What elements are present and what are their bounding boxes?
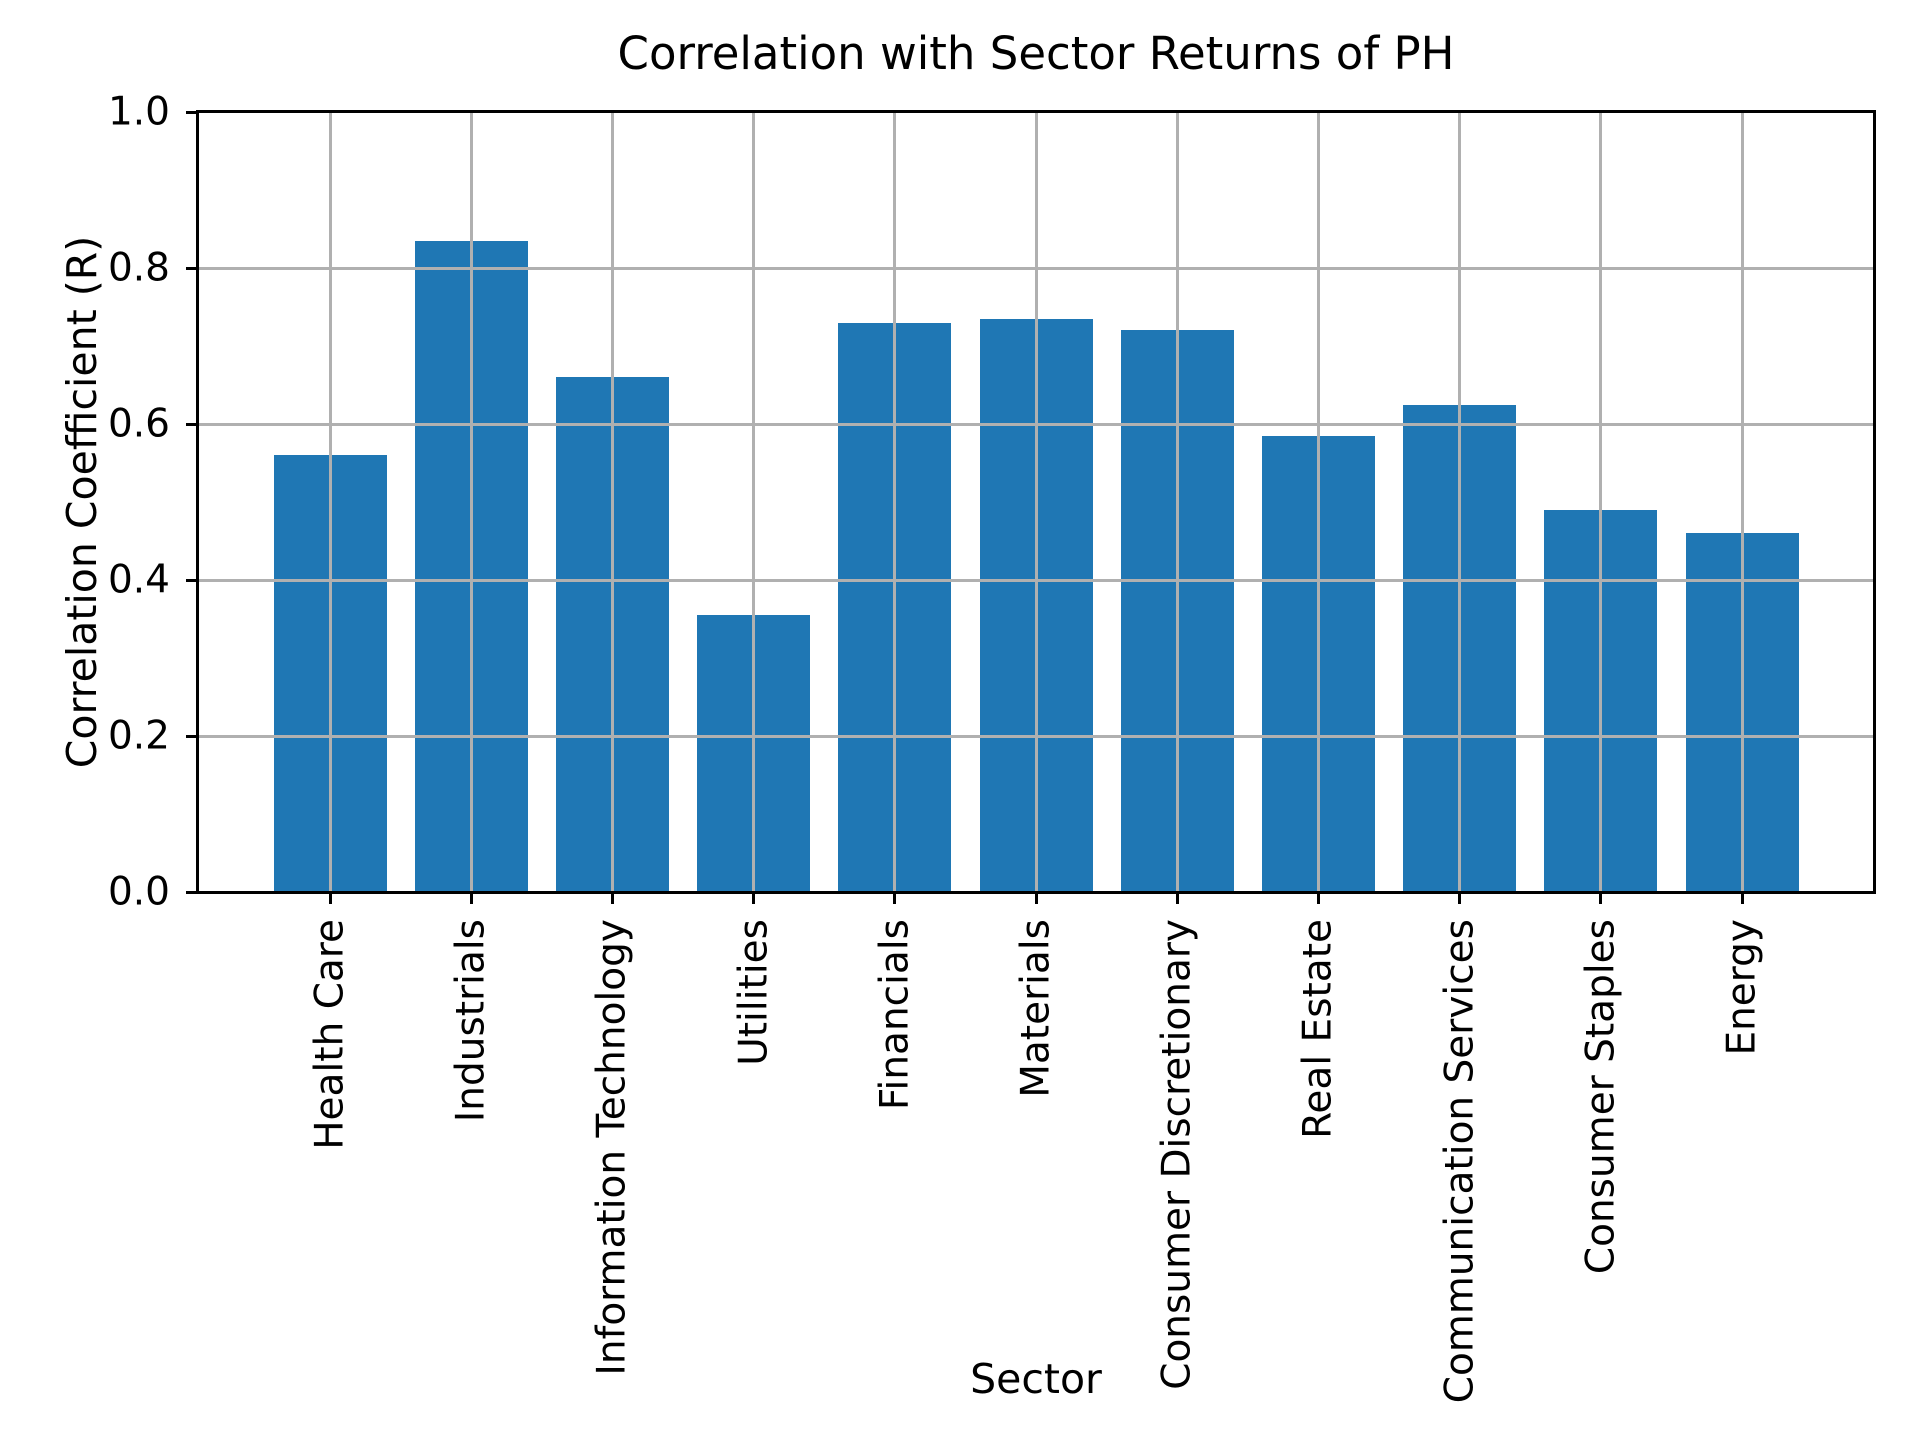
chart-title: Correlation with Sector Returns of PH — [617, 27, 1455, 80]
x-gridline-energy — [1740, 112, 1744, 892]
plot-area — [196, 110, 1876, 894]
x-tick-label-energy: Energy — [1719, 919, 1765, 1056]
x-tick-label-information-technology: Information Technology — [589, 919, 635, 1376]
x-tick-label-real-estate: Real Estate — [1295, 919, 1341, 1139]
y-tick-label-0.0: 0.0 — [107, 869, 170, 915]
x-tick-industrials — [469, 892, 473, 904]
y-tick-0.8 — [186, 266, 198, 270]
y-tick-0.4 — [186, 578, 198, 582]
x-tick-label-consumer-staples: Consumer Staples — [1578, 919, 1624, 1275]
x-tick-label-consumer-discretionary: Consumer Discretionary — [1154, 919, 1200, 1390]
y-axis-label: Correlation Coefficient (R) — [58, 235, 106, 769]
y-tick-label-0.8: 0.8 — [107, 245, 170, 291]
x-tick-consumer-discretionary — [1175, 892, 1179, 904]
x-tick-health-care — [328, 892, 332, 904]
x-tick-utilities — [752, 892, 756, 904]
x-gridline-real-estate — [1316, 112, 1320, 892]
x-gridline-financials — [893, 112, 897, 892]
x-tick-label-health-care: Health Care — [307, 919, 353, 1150]
x-tick-communication-services — [1458, 892, 1462, 904]
x-tick-label-materials: Materials — [1013, 919, 1059, 1098]
y-tick-0.0 — [186, 890, 198, 894]
x-tick-label-utilities: Utilities — [731, 919, 777, 1066]
x-gridline-information-technology — [610, 112, 614, 892]
x-axis-label: Sector — [970, 1355, 1102, 1403]
x-gridline-consumer-discretionary — [1175, 112, 1179, 892]
x-gridline-communication-services — [1458, 112, 1462, 892]
x-gridline-materials — [1034, 112, 1038, 892]
x-tick-label-financials: Financials — [872, 919, 918, 1111]
x-gridline-industrials — [469, 112, 473, 892]
x-tick-financials — [893, 892, 897, 904]
x-tick-information-technology — [610, 892, 614, 904]
y-tick-label-0.4: 0.4 — [107, 557, 170, 603]
y-tick-0.6 — [186, 422, 198, 426]
x-tick-energy — [1740, 892, 1744, 904]
x-tick-materials — [1034, 892, 1038, 904]
y-tick-1.0 — [186, 110, 198, 114]
y-tick-label-0.2: 0.2 — [107, 713, 170, 759]
x-tick-label-communication-services: Communication Services — [1437, 919, 1483, 1404]
x-gridline-utilities — [752, 112, 756, 892]
x-tick-label-industrials: Industrials — [448, 919, 494, 1123]
y-tick-0.2 — [186, 734, 198, 738]
x-gridline-health-care — [328, 112, 332, 892]
y-tick-label-1.0: 1.0 — [107, 89, 170, 135]
y-tick-label-0.6: 0.6 — [107, 401, 170, 447]
x-tick-real-estate — [1316, 892, 1320, 904]
x-gridline-consumer-staples — [1599, 112, 1603, 892]
x-tick-consumer-staples — [1599, 892, 1603, 904]
